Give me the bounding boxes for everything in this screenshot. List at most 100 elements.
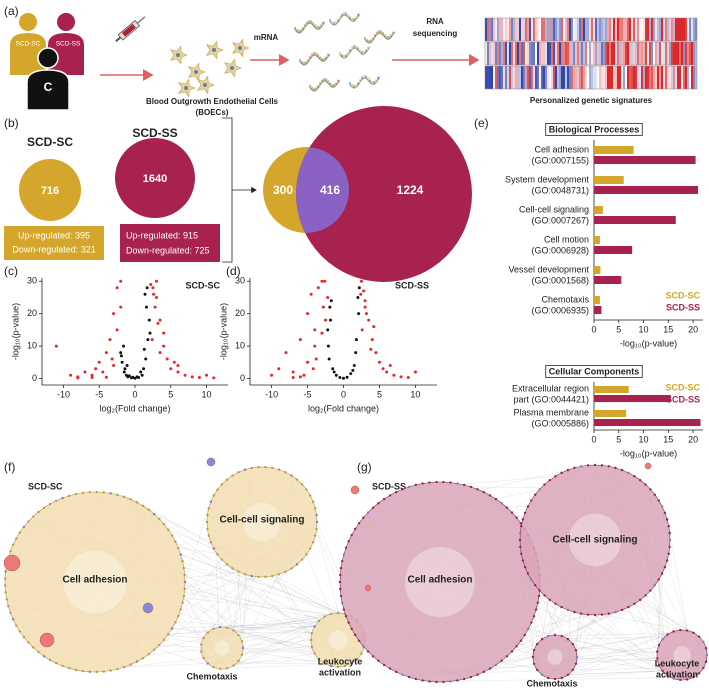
heat-cell [573, 42, 575, 65]
node [469, 675, 473, 679]
x-tick-label: 10 [639, 434, 649, 444]
heat-cell [683, 66, 685, 89]
node [310, 645, 314, 649]
node [586, 464, 590, 467]
heat-cell [623, 18, 625, 41]
point [360, 328, 364, 332]
node [353, 633, 357, 637]
heat-cell [559, 18, 561, 41]
node [102, 491, 105, 494]
node [627, 471, 630, 475]
node [620, 608, 624, 612]
heat-cell [615, 18, 617, 41]
node [519, 531, 522, 535]
node [666, 633, 669, 636]
heat-cell [695, 18, 697, 41]
node [67, 494, 71, 497]
point [326, 344, 330, 348]
node [264, 465, 267, 469]
heat-cell [509, 42, 511, 65]
node [170, 534, 174, 537]
y-tick-label: 0 [240, 373, 245, 383]
point [162, 344, 166, 348]
heat-cell [559, 42, 561, 65]
network-title: SCD-SC [28, 481, 63, 491]
group-title: SCD-SS [132, 126, 177, 140]
heat-cell [661, 42, 663, 65]
node [660, 572, 664, 575]
heat-cell [587, 18, 589, 41]
group-circle [115, 138, 195, 218]
node [679, 628, 682, 632]
x-tick-label: 10 [202, 389, 212, 399]
category-label: (GO:0001568) [531, 275, 589, 285]
heat-cell [653, 66, 655, 89]
heat-cell [591, 66, 593, 89]
heat-cell [523, 66, 525, 89]
heat-cell [689, 66, 691, 89]
heat-cell [519, 66, 521, 89]
point [154, 279, 158, 283]
node [212, 547, 216, 550]
edge [233, 626, 315, 631]
heat-cell [635, 42, 637, 65]
node [158, 517, 161, 521]
heat-cell [499, 18, 501, 41]
node [653, 493, 657, 497]
heat-cell [513, 42, 515, 65]
heat-cell [561, 42, 563, 65]
heat-cell [527, 66, 529, 89]
node [339, 594, 343, 598]
point [119, 305, 123, 309]
heat-row [484, 65, 698, 90]
x-tick-label: 0 [591, 324, 596, 334]
heat-cell [579, 42, 581, 65]
node [666, 674, 669, 677]
point [306, 360, 310, 364]
node [237, 471, 240, 474]
point [314, 357, 318, 361]
cluster-core [405, 547, 475, 617]
edge [554, 644, 660, 680]
heat-cell [539, 18, 541, 41]
category-label: Extracellular region [512, 383, 589, 393]
edge [184, 508, 209, 583]
node [183, 587, 186, 591]
heat-cell [509, 18, 511, 41]
heat-cell [659, 42, 661, 65]
cluster-core [242, 502, 282, 542]
point [374, 351, 378, 355]
step-label: mRNA [254, 33, 279, 42]
node [538, 589, 541, 592]
node [566, 608, 570, 612]
heat-cell [655, 66, 657, 89]
node [11, 618, 15, 621]
node [704, 660, 708, 663]
x-tick-label: 20 [688, 434, 698, 444]
node [350, 533, 353, 537]
hub-node [364, 584, 372, 592]
cluster-label: Chemotaxis [186, 671, 237, 681]
node [22, 525, 26, 529]
node [566, 468, 570, 472]
node [580, 612, 583, 615]
heat-cell [489, 42, 491, 65]
point [311, 367, 315, 371]
cell-nucleus [230, 66, 234, 70]
heat-cell [617, 66, 619, 89]
heat-cell [643, 18, 645, 41]
node [32, 515, 35, 518]
syringe-blood [121, 23, 136, 37]
heat-cell [487, 42, 489, 65]
heat-cell [511, 42, 513, 65]
node [313, 652, 316, 655]
node [540, 638, 544, 641]
node [553, 633, 557, 637]
heat-cell [665, 18, 667, 41]
heat-cell [689, 42, 691, 65]
node [442, 680, 445, 684]
node [48, 502, 52, 506]
heat-cell [551, 42, 553, 65]
y-tick-label: 10 [235, 340, 245, 350]
node [340, 560, 344, 563]
